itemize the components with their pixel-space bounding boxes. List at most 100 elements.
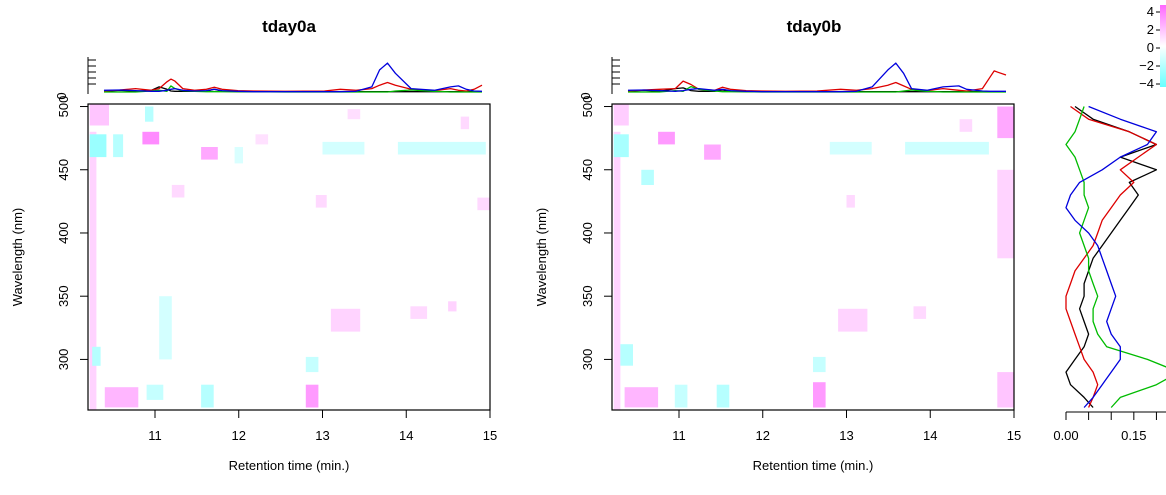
y-tick-label: 500 bbox=[56, 96, 71, 118]
heatmap-cell bbox=[460, 116, 470, 130]
legend-tick-label: 0 bbox=[1147, 40, 1154, 55]
heatmap-cell bbox=[146, 384, 164, 400]
panel-b-y-axis: 300 350 400 450 500 bbox=[580, 96, 612, 371]
y-tick-label: 300 bbox=[580, 349, 595, 371]
heatmap-cell bbox=[305, 384, 319, 408]
y-tick-label: 400 bbox=[580, 222, 595, 244]
panel-a: tday0a 11 12 13 14 15 300 350 400 450 500 Retent… bbox=[10, 17, 497, 473]
panel-b-frame bbox=[611, 103, 1015, 411]
legend-tick-label: 4 bbox=[1147, 4, 1154, 19]
heatmap-cell bbox=[613, 104, 629, 126]
panel-a-title: tday0a bbox=[262, 17, 316, 36]
y-tick-label: 300 bbox=[56, 349, 71, 371]
y-tick-label: 350 bbox=[580, 285, 595, 307]
spectra-lines bbox=[1065, 105, 1166, 408]
heatmap-cell bbox=[829, 141, 872, 155]
x-tick-label: 15 bbox=[483, 428, 497, 443]
y-tick-label: 500 bbox=[580, 96, 595, 118]
x-tick-label: 15 bbox=[1007, 428, 1021, 443]
heatmap-cell bbox=[347, 109, 361, 120]
spectrum-line-green bbox=[1065, 106, 1166, 408]
panel-a-xlabel: Retention time (min.) bbox=[229, 458, 350, 473]
heatmap-cell bbox=[89, 131, 97, 411]
profile-line-blue bbox=[627, 62, 1006, 93]
spectra-x-tick-label: 0.15 bbox=[1121, 428, 1146, 443]
heatmap-cell bbox=[613, 134, 629, 158]
heatmap-cell bbox=[145, 106, 154, 122]
x-tick-label: 14 bbox=[923, 428, 937, 443]
heatmap-cell bbox=[997, 106, 1015, 139]
panel-b-title: tday0b bbox=[787, 17, 842, 36]
panel-b-xlabel: Retention time (min.) bbox=[753, 458, 874, 473]
spectrum-line-blue bbox=[1065, 105, 1158, 408]
y-tick-label: 450 bbox=[580, 159, 595, 181]
spectra-panel: 0.00 0.15 bbox=[1053, 105, 1166, 443]
heatmap-cell bbox=[92, 346, 101, 366]
y-tick-label: 450 bbox=[56, 159, 71, 181]
panel-a-frame bbox=[87, 103, 491, 411]
heatmap-cell bbox=[674, 384, 688, 408]
heatmap-cell bbox=[89, 134, 107, 158]
heatmap-cell bbox=[397, 141, 486, 155]
heatmap-cell bbox=[624, 387, 659, 408]
x-tick-label: 11 bbox=[148, 428, 162, 443]
heatmap-cell bbox=[641, 169, 654, 185]
heatmap-cell bbox=[171, 184, 185, 198]
spectra-x-axis: 0.00 0.15 bbox=[1053, 411, 1166, 443]
spectrum-line-black bbox=[1065, 105, 1158, 408]
y-tick-label: 350 bbox=[56, 285, 71, 307]
heatmap-cell bbox=[813, 356, 826, 373]
legend-tick-label: −2 bbox=[1139, 58, 1154, 73]
heatmap-cell bbox=[315, 195, 327, 208]
heatmap-cell bbox=[997, 372, 1015, 408]
spectrum-line-red bbox=[1065, 105, 1158, 408]
y-tick-label: 400 bbox=[56, 222, 71, 244]
x-tick-label: 14 bbox=[399, 428, 413, 443]
panel-b-heatmap bbox=[613, 104, 1015, 411]
heatmap-cell bbox=[330, 308, 361, 332]
x-tick-label: 12 bbox=[232, 428, 246, 443]
panel-a-profile-zero: 0 bbox=[54, 92, 69, 99]
panel-b-profile bbox=[611, 57, 1007, 94]
heatmap-cell bbox=[959, 119, 973, 132]
heatmap-cell bbox=[255, 134, 269, 145]
panel-a-ylabel: Wavelength (nm) bbox=[10, 208, 25, 307]
legend-tick-label: 2 bbox=[1147, 22, 1154, 37]
spectra-x-tick-label: 0.00 bbox=[1053, 428, 1078, 443]
heatmap-cell bbox=[846, 195, 855, 208]
color-legend-ticks: 4 2 0 −2 −4 bbox=[1139, 4, 1160, 91]
heatmap-cell bbox=[89, 104, 109, 126]
profile-line-red bbox=[627, 70, 1007, 92]
x-tick-label: 11 bbox=[672, 428, 686, 443]
color-legend-bar bbox=[1160, 5, 1166, 87]
heatmap-cell bbox=[913, 306, 927, 319]
heatmap-cell bbox=[234, 147, 243, 164]
heatmap-cell bbox=[104, 387, 139, 408]
panel-b: tday0b 11 12 13 14 15 300 350 400 450 500 Retent… bbox=[534, 17, 1021, 473]
heatmap-cell bbox=[620, 344, 633, 366]
heatmap-cell bbox=[201, 147, 218, 160]
heatmap-cell bbox=[838, 308, 868, 332]
legend-tick-label: −4 bbox=[1139, 76, 1154, 91]
heatmap-cell bbox=[410, 306, 428, 319]
panel-a-heatmap bbox=[89, 104, 490, 411]
panel-b-ylabel: Wavelength (nm) bbox=[534, 208, 549, 307]
heatmap-cell bbox=[905, 141, 989, 155]
heatmap-cell bbox=[142, 131, 160, 145]
heatmap-cell bbox=[305, 356, 319, 373]
x-tick-label: 13 bbox=[315, 428, 329, 443]
heatmap-cell bbox=[159, 296, 172, 360]
heatmap-cell bbox=[477, 197, 490, 211]
heatmap-cell bbox=[201, 384, 214, 408]
panel-b-profile-zero: 0 bbox=[578, 92, 593, 99]
heatmap-cell bbox=[448, 301, 457, 312]
heatmap-cell bbox=[113, 134, 124, 158]
panel-a-profile bbox=[87, 57, 483, 94]
heatmap-cell bbox=[704, 144, 721, 160]
heatmap-cell bbox=[613, 131, 621, 411]
x-tick-label: 13 bbox=[839, 428, 853, 443]
panel-b-x-axis: 11 12 13 14 15 bbox=[672, 410, 1021, 443]
panel-a-x-axis: 11 12 13 14 15 bbox=[148, 410, 497, 443]
